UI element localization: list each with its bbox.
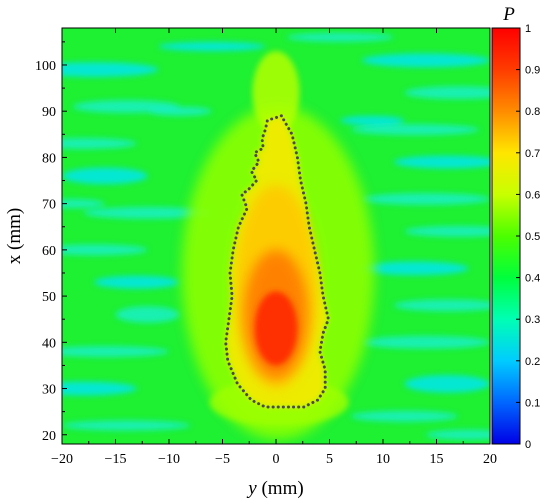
- low-value-streak: [350, 124, 480, 136]
- y-tick-label: 70: [42, 198, 56, 213]
- colorbar-tick-label: 0.9: [525, 65, 540, 77]
- low-value-streak: [404, 375, 490, 393]
- low-value-streak: [393, 155, 490, 169]
- y-tick-label: 60: [42, 244, 56, 259]
- colorbar-tick-label: 1: [525, 23, 531, 35]
- colorbar-tick-label: 0.6: [525, 189, 540, 201]
- colorbar-gradient: [491, 27, 521, 445]
- colorbar-tick-label: 0.3: [525, 314, 540, 326]
- y-tick-label: 50: [42, 290, 56, 305]
- x-tick-label: 20: [483, 452, 497, 467]
- low-value-streak: [62, 381, 137, 396]
- colorbar-tick-label: 0.1: [525, 397, 540, 409]
- y-tick-label: 90: [42, 105, 56, 120]
- low-value-streak: [62, 199, 105, 209]
- x-tick-label: −10: [158, 452, 180, 467]
- colorbar-tick-label: 0.7: [525, 148, 540, 160]
- colorbar-tick-label: 0.5: [525, 231, 540, 243]
- low-value-streak: [158, 41, 266, 52]
- low-value-streak: [147, 106, 212, 116]
- low-value-streak: [94, 275, 180, 289]
- y-tick-label: 100: [35, 59, 56, 74]
- plume-tip: [252, 51, 300, 135]
- y-tick-label: 80: [42, 151, 56, 166]
- low-value-streak: [361, 193, 490, 206]
- plume-peak: [254, 291, 298, 366]
- low-value-streak: [361, 53, 490, 68]
- low-value-streak: [62, 244, 148, 256]
- colorbar-title: P: [502, 4, 515, 25]
- y-tick-label: 20: [42, 429, 56, 444]
- colorbar-tick-label: 0.4: [525, 273, 540, 285]
- low-value-streak: [393, 299, 490, 312]
- low-value-streak: [115, 306, 180, 323]
- low-value-streaks: [62, 32, 490, 440]
- low-value-streak: [404, 225, 490, 237]
- threshold-contour: [224, 113, 330, 409]
- y-axis-title: x (mm): [4, 208, 25, 264]
- low-value-streak: [286, 32, 394, 42]
- low-value-streak: [404, 86, 490, 100]
- x-axis-title: y (mm): [246, 478, 303, 499]
- x-tick-label: 0: [273, 452, 280, 467]
- low-value-streak: [361, 261, 469, 276]
- low-value-streak: [62, 346, 169, 358]
- y-axis: 20 30 40 50 60 70 80 90 100: [35, 41, 67, 444]
- low-value-streak: [425, 429, 490, 440]
- colorbar: 0 0.1 0.2 0.3 0.4 0.5 0.6 0.7 0.8 0.9 1 P: [491, 4, 540, 451]
- x-axis: −20 −15 −10 −5 0 5 10 15 20: [51, 28, 497, 467]
- low-value-streak: [83, 206, 212, 219]
- low-value-streak: [340, 115, 405, 126]
- low-value-streak: [62, 62, 159, 77]
- low-value-streak: [62, 167, 148, 185]
- x-tick-label: −5: [215, 452, 230, 467]
- x-tick-label: 10: [376, 452, 390, 467]
- colorbar-tick-label: 0.2: [525, 356, 540, 368]
- y-tick-label: 40: [42, 336, 56, 351]
- colorbar-tick-label: 0: [525, 439, 531, 451]
- colorbar-tick-label: 0.8: [525, 106, 540, 118]
- low-value-streak: [350, 410, 458, 422]
- low-value-streak: [62, 138, 137, 150]
- x-tick-label: 5: [326, 452, 333, 467]
- x-tick-label: 15: [430, 452, 444, 467]
- x-tick-label: −20: [51, 452, 73, 467]
- y-tick-label: 30: [42, 383, 56, 398]
- high-value-plume: [181, 51, 375, 440]
- low-value-streak: [361, 335, 490, 349]
- low-value-streak: [62, 420, 191, 431]
- plot-area: [62, 28, 490, 444]
- x-tick-label: −15: [105, 452, 127, 467]
